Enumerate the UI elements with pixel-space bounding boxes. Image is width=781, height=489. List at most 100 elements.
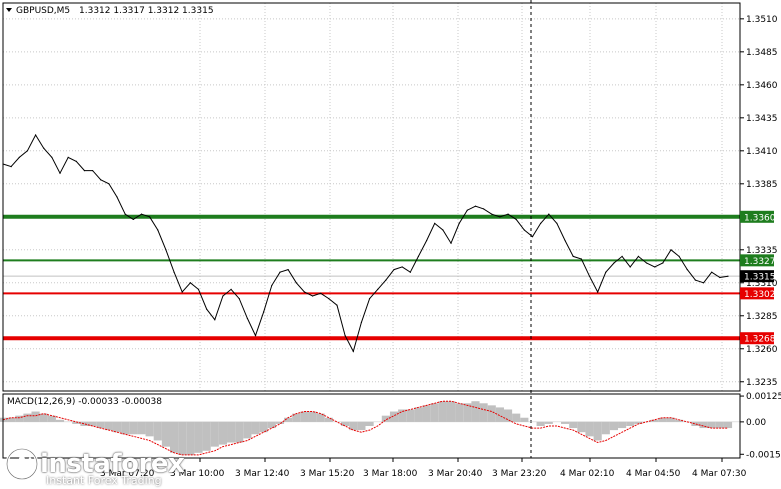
price-point	[336, 304, 338, 306]
level-label: 1.3360	[744, 213, 776, 223]
macd-bar	[398, 409, 407, 422]
macd-bar	[72, 421, 81, 424]
price-point	[393, 268, 395, 271]
macd-bar	[129, 421, 138, 435]
price-series	[2, 133, 729, 353]
macd-bar	[715, 421, 724, 429]
price-point	[222, 295, 224, 297]
macd-bar	[153, 421, 162, 441]
macd-bar	[88, 421, 97, 426]
macd-bar	[577, 421, 586, 433]
price-point	[116, 196, 118, 198]
macd-bar	[161, 421, 170, 447]
macd-bar	[7, 417, 16, 422]
logo-icon	[5, 447, 39, 481]
x-tick-label: 3 Mar 12:40	[235, 469, 290, 479]
price-point	[385, 279, 387, 281]
header: GBPUSD,M5 1.3312 1.3317 1.3312 1.3315 MA…	[6, 6, 214, 407]
time-axis: 3 Mar 07:20 3 Mar 10:00 3 Mar 12:40 3 Mar 1…	[100, 458, 747, 479]
macd-bar	[544, 421, 553, 424]
price-axis: 1.3510 1.3485 1.3460 1.3435 1.3410 1.3385 1.33…	[740, 15, 778, 388]
price-point	[491, 213, 493, 215]
macd-bar	[626, 421, 635, 426]
macd-bar	[707, 421, 716, 429]
price-point	[295, 282, 297, 284]
logo-tagline: Instant Forex Trading	[46, 474, 162, 487]
macd-bar	[341, 421, 350, 426]
macd-bar	[275, 421, 285, 424]
macd-bar	[308, 411, 317, 422]
y-tick-label: 1.3285	[746, 312, 778, 322]
price-point	[67, 156, 69, 159]
level-label: 1.3302	[744, 290, 776, 300]
macd-bar	[227, 421, 236, 443]
macd-bar	[422, 405, 431, 422]
price-point	[540, 222, 542, 224]
price-point	[43, 147, 45, 149]
macd-bar	[446, 401, 456, 422]
frame	[2, 2, 741, 459]
price-point	[124, 213, 126, 215]
y-tick-label: 1.3260	[746, 345, 778, 355]
y-tick-label: 1.3510	[746, 15, 778, 25]
macd-bar	[218, 421, 228, 445]
price-point	[645, 262, 648, 264]
macd-axis: 0.00125 0.00 -0.00157	[740, 392, 781, 460]
price-point	[548, 213, 550, 215]
x-tick-label: 3 Mar 10:00	[170, 469, 225, 479]
dropdown-triangle-icon[interactable]	[6, 8, 12, 12]
price-point	[531, 235, 534, 238]
macd-bar	[618, 421, 627, 429]
macd-bar	[178, 421, 187, 455]
current-price-label: 1.3315	[744, 273, 776, 283]
price-point	[206, 308, 208, 310]
price-point	[654, 266, 656, 268]
price-point	[588, 275, 591, 277]
macd-bar	[15, 415, 24, 422]
macd-bar	[675, 419, 684, 422]
x-tick-label: 3 Mar 23:20	[492, 469, 547, 479]
macd-label: MACD(12,26,9) -0.00033 -0.00038	[7, 397, 162, 407]
macd-y-tick-label: 0.00125	[746, 392, 781, 402]
price-point	[263, 311, 265, 313]
levels	[3, 214, 740, 341]
macd-bar	[414, 407, 423, 422]
price-point	[483, 208, 485, 210]
macd-bar	[561, 421, 570, 424]
macd-bar	[495, 407, 504, 422]
price-point	[662, 262, 664, 264]
macd-bar	[243, 421, 252, 439]
macd-bar	[210, 421, 219, 447]
x-tick-label: 3 Mar 20:40	[428, 469, 483, 479]
macd-bar	[699, 421, 708, 429]
price-point	[694, 279, 697, 281]
price-point	[214, 319, 216, 321]
grid	[3, 3, 740, 391]
macd-bar	[267, 421, 276, 429]
price-point	[572, 255, 574, 257]
price-point	[34, 134, 37, 136]
instaforex-logo: instaforex Instant Forex Trading	[4, 446, 185, 487]
price-point	[26, 150, 29, 152]
macd-bar	[259, 421, 268, 433]
price-point	[132, 218, 134, 221]
price-point	[238, 298, 240, 300]
macd-bar	[96, 421, 105, 429]
macd-histogram	[0, 401, 740, 455]
macd-bar	[80, 421, 89, 426]
level-label-box	[740, 210, 774, 223]
price-point	[108, 183, 110, 185]
macd-bar	[569, 421, 578, 429]
price-point	[434, 222, 436, 224]
price-point	[18, 156, 20, 159]
price-point	[523, 229, 525, 231]
macd-bar	[55, 419, 65, 422]
macd-bar	[137, 421, 146, 435]
price-point	[189, 282, 191, 284]
macd-bar	[389, 411, 399, 422]
macd-y-tick-label: 0.00	[746, 418, 766, 428]
macd-bar	[349, 421, 358, 431]
macd-bar	[284, 417, 293, 422]
price-point	[711, 271, 713, 273]
